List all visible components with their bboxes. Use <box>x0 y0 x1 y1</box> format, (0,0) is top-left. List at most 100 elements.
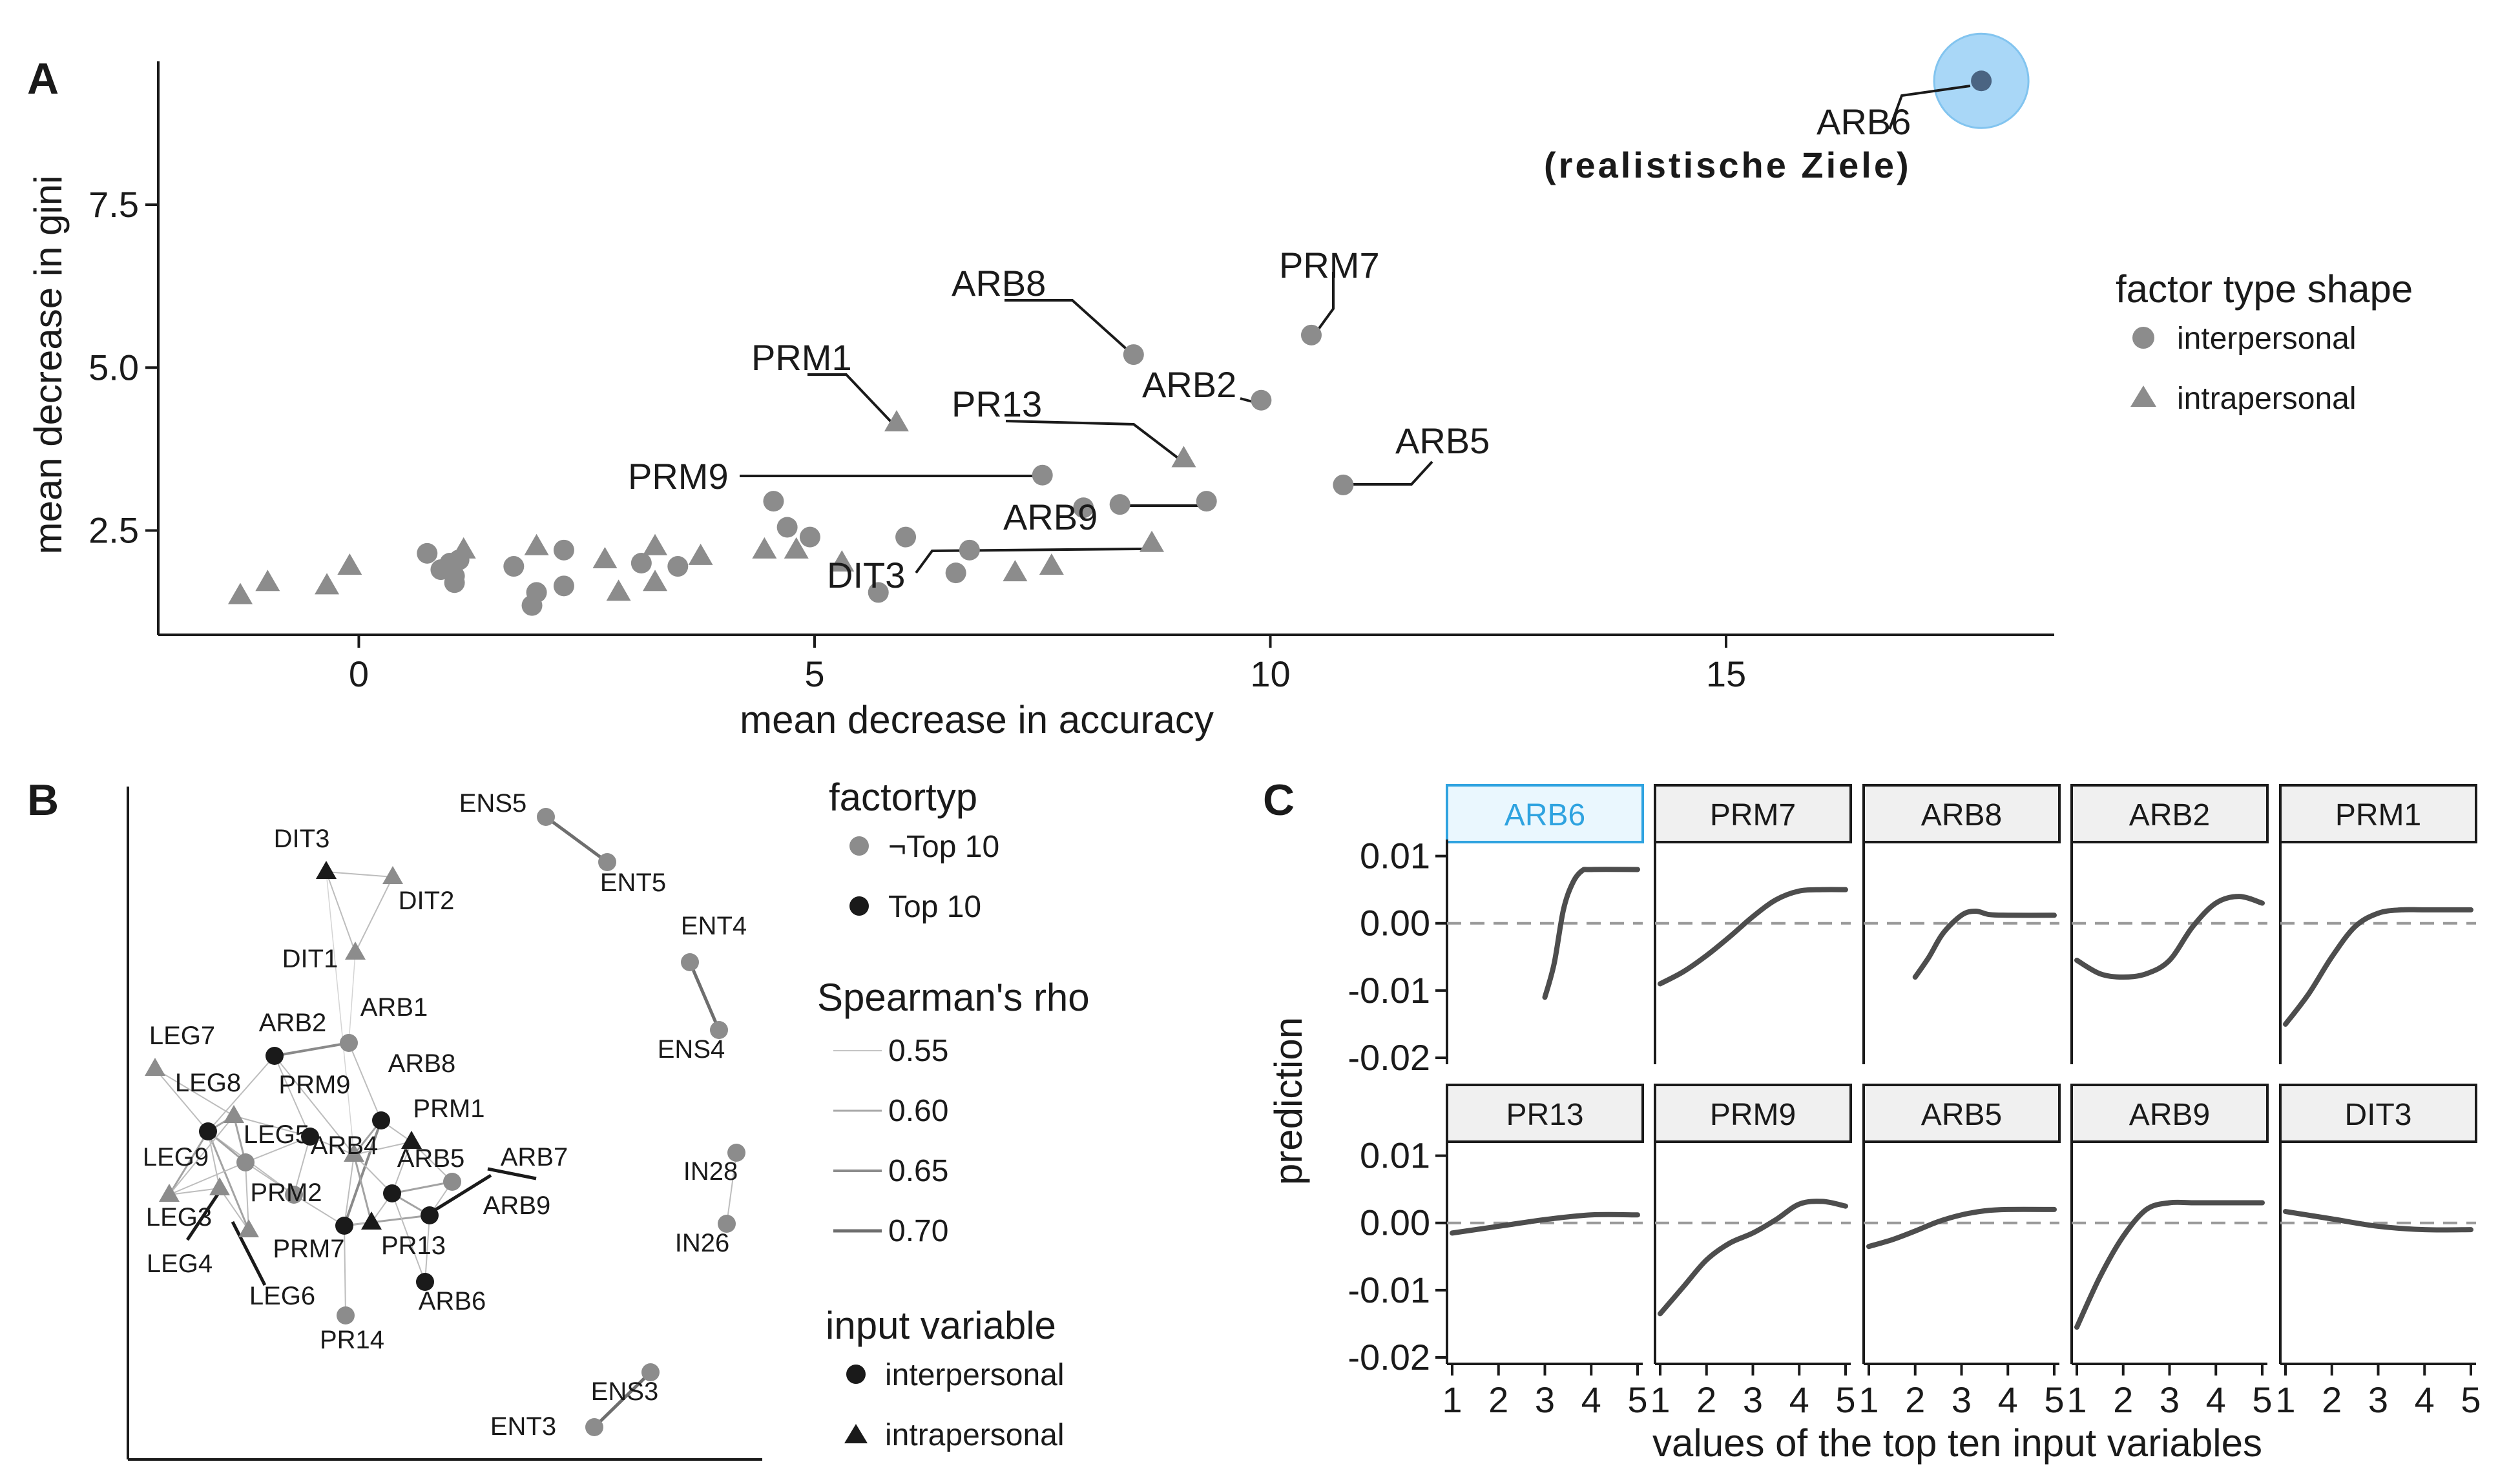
label-prm7: PRM7 <box>1279 245 1380 285</box>
panel-a: A 0 5 10 15 2.5 5.0 7.5 mean decrease in accu… <box>26 32 2413 741</box>
node-label-in28: IN28 <box>683 1157 738 1186</box>
node-label-arb7: ARB7 <box>501 1143 568 1171</box>
facet-title-arb8: ARB8 <box>1921 798 2002 832</box>
panel-a-legend: factor type shape interpersonal intraper… <box>2116 267 2413 416</box>
y-tick-label: 7.5 <box>88 184 139 225</box>
edge-leg3-leg4 <box>169 1188 220 1195</box>
edge-dit3-arb4 <box>326 871 355 1155</box>
node-label-dit3: DIT3 <box>274 825 330 853</box>
point-triangle <box>643 570 668 592</box>
point-circle <box>430 559 452 581</box>
facet-strip-prm9 <box>1654 1084 1852 1143</box>
legend-a-circle-symbol <box>2132 327 2154 349</box>
edge-dit1-arb1 <box>348 952 356 1044</box>
node-ens5 <box>537 808 555 826</box>
label-arb5: ARB5 <box>1395 420 1490 461</box>
node-label-arb2: ARB2 <box>259 1009 327 1037</box>
point-triangle <box>1039 553 1064 575</box>
node-pr14 <box>337 1306 355 1324</box>
point-triangle <box>337 553 362 575</box>
facet-title-prm1: PRM1 <box>2335 798 2421 832</box>
legend-top10: Top 10 <box>888 890 981 924</box>
y-tick-label: 5.0 <box>88 347 139 387</box>
point-prm9 <box>1032 464 1053 486</box>
panel-c-x-title: values of the top ten input variables <box>1652 1421 2262 1465</box>
edge-arb5-arb7 <box>391 1180 453 1195</box>
point-triangle <box>643 533 668 555</box>
node-leg6 <box>238 1219 259 1237</box>
node-label-leg7: LEG7 <box>149 1022 215 1050</box>
point-arb5 <box>1333 474 1354 495</box>
curve-dit3 <box>2283 1209 2473 1233</box>
point-circle <box>417 542 438 564</box>
edge-leg9-leg4 <box>207 1131 220 1189</box>
edge-arb4-pr13 <box>353 1154 373 1223</box>
curve-arb2 <box>2074 894 2265 980</box>
facet-x-tick-label: 3 <box>1743 1379 1763 1420</box>
point-triangle <box>784 537 809 559</box>
node-label-arb4: ARB4 <box>311 1131 379 1160</box>
legend-a-triangle-symbol <box>2130 386 2156 407</box>
node-arb5 <box>383 1184 401 1202</box>
legend-top10-symbol <box>849 896 869 916</box>
facet-title-arb5: ARB5 <box>1921 1098 2002 1132</box>
legend-input-interpersonal: interpersonal <box>885 1358 1065 1392</box>
node-label-leg5: LEG5 <box>244 1120 309 1149</box>
facet-title-prm9: PRM9 <box>1710 1098 1796 1132</box>
facet-x-tick-label: 1 <box>2067 1379 2087 1420</box>
node-pr13 <box>361 1211 382 1230</box>
facet-x-tick-label: 3 <box>2368 1379 2388 1420</box>
facet-y-tick-label: -0.01 <box>1348 1270 1430 1310</box>
network-nodes <box>145 808 745 1436</box>
facet-x-tick-label: 4 <box>2206 1379 2226 1420</box>
node-label-ent5: ENT5 <box>600 869 666 897</box>
node-label-leg9: LEG9 <box>143 1143 209 1171</box>
node-leg9 <box>199 1122 217 1140</box>
point-triangle <box>524 533 549 555</box>
edge-leg7-leg9 <box>154 1068 209 1132</box>
facet-prm9: PRM9 1 2 3 4 5 <box>1650 1084 1856 1420</box>
panel-b: B DIT3 DIT2 DIT1 ENS5 ENT5 ENT4 ENS4 IN28 IN26 EN… <box>27 776 1090 1461</box>
legend-not-top10: ¬Top 10 <box>888 830 999 864</box>
node-prm7 <box>335 1217 353 1235</box>
facet-dit3: DIT3 1 2 3 4 5 <box>2275 1084 2481 1420</box>
node-label-pr13: PR13 <box>381 1232 446 1260</box>
node-arb8 <box>372 1111 390 1129</box>
edge-arb2-leg9 <box>207 1055 275 1132</box>
facet-x-tick-label: 2 <box>2322 1379 2342 1420</box>
node-arb4 <box>344 1144 364 1162</box>
edge-in28-in26 <box>726 1152 737 1224</box>
panel-a-letter: A <box>27 54 59 103</box>
point-circle <box>667 556 689 577</box>
point-triangle <box>829 550 855 572</box>
edge-prm9-leg8 <box>233 1115 311 1137</box>
facet-x-tick-label: 2 <box>1488 1379 1508 1420</box>
point-triangle <box>255 570 280 592</box>
node-label-arb1: ARB1 <box>360 993 428 1022</box>
facet-title-arb2: ARB2 <box>2129 798 2210 832</box>
legend-not-top10-symbol <box>849 836 869 856</box>
point-circle <box>521 595 543 616</box>
edge-dit3-dit2 <box>326 871 393 878</box>
panel-b-letter: B <box>27 776 59 825</box>
edge-arb2-arb1 <box>274 1042 349 1057</box>
node-label-arb8: ARB8 <box>388 1049 456 1078</box>
facet-x-tick-label: 4 <box>1789 1379 1809 1420</box>
curve-prm9 <box>1658 1199 1848 1317</box>
node-prm9 <box>301 1128 319 1146</box>
panel-c-facets: ARB6 0.01 0.00 -0.01 -0.02 PRM7 ARB8 ARB2 PRM1 PR… <box>1348 784 2481 1420</box>
node-label-dit2: DIT2 <box>399 887 455 915</box>
point-triangle <box>315 573 340 595</box>
node-label-leg6: LEG6 <box>249 1282 315 1310</box>
node-label-leg8: LEG8 <box>175 1069 241 1097</box>
panel-a-x-title: mean decrease in accuracy <box>740 698 1214 741</box>
facet-title-prm7: PRM7 <box>1710 798 1796 832</box>
facet-x-tick-label: 3 <box>2160 1379 2180 1420</box>
node-ent3 <box>585 1418 603 1436</box>
facet-y-tick-label: 0.01 <box>1360 1135 1430 1176</box>
label-arb8: ARB8 <box>952 263 1046 304</box>
point-circle <box>1109 494 1130 515</box>
edge-leg3-leg5 <box>169 1162 246 1195</box>
point-pr13 <box>1171 446 1196 468</box>
